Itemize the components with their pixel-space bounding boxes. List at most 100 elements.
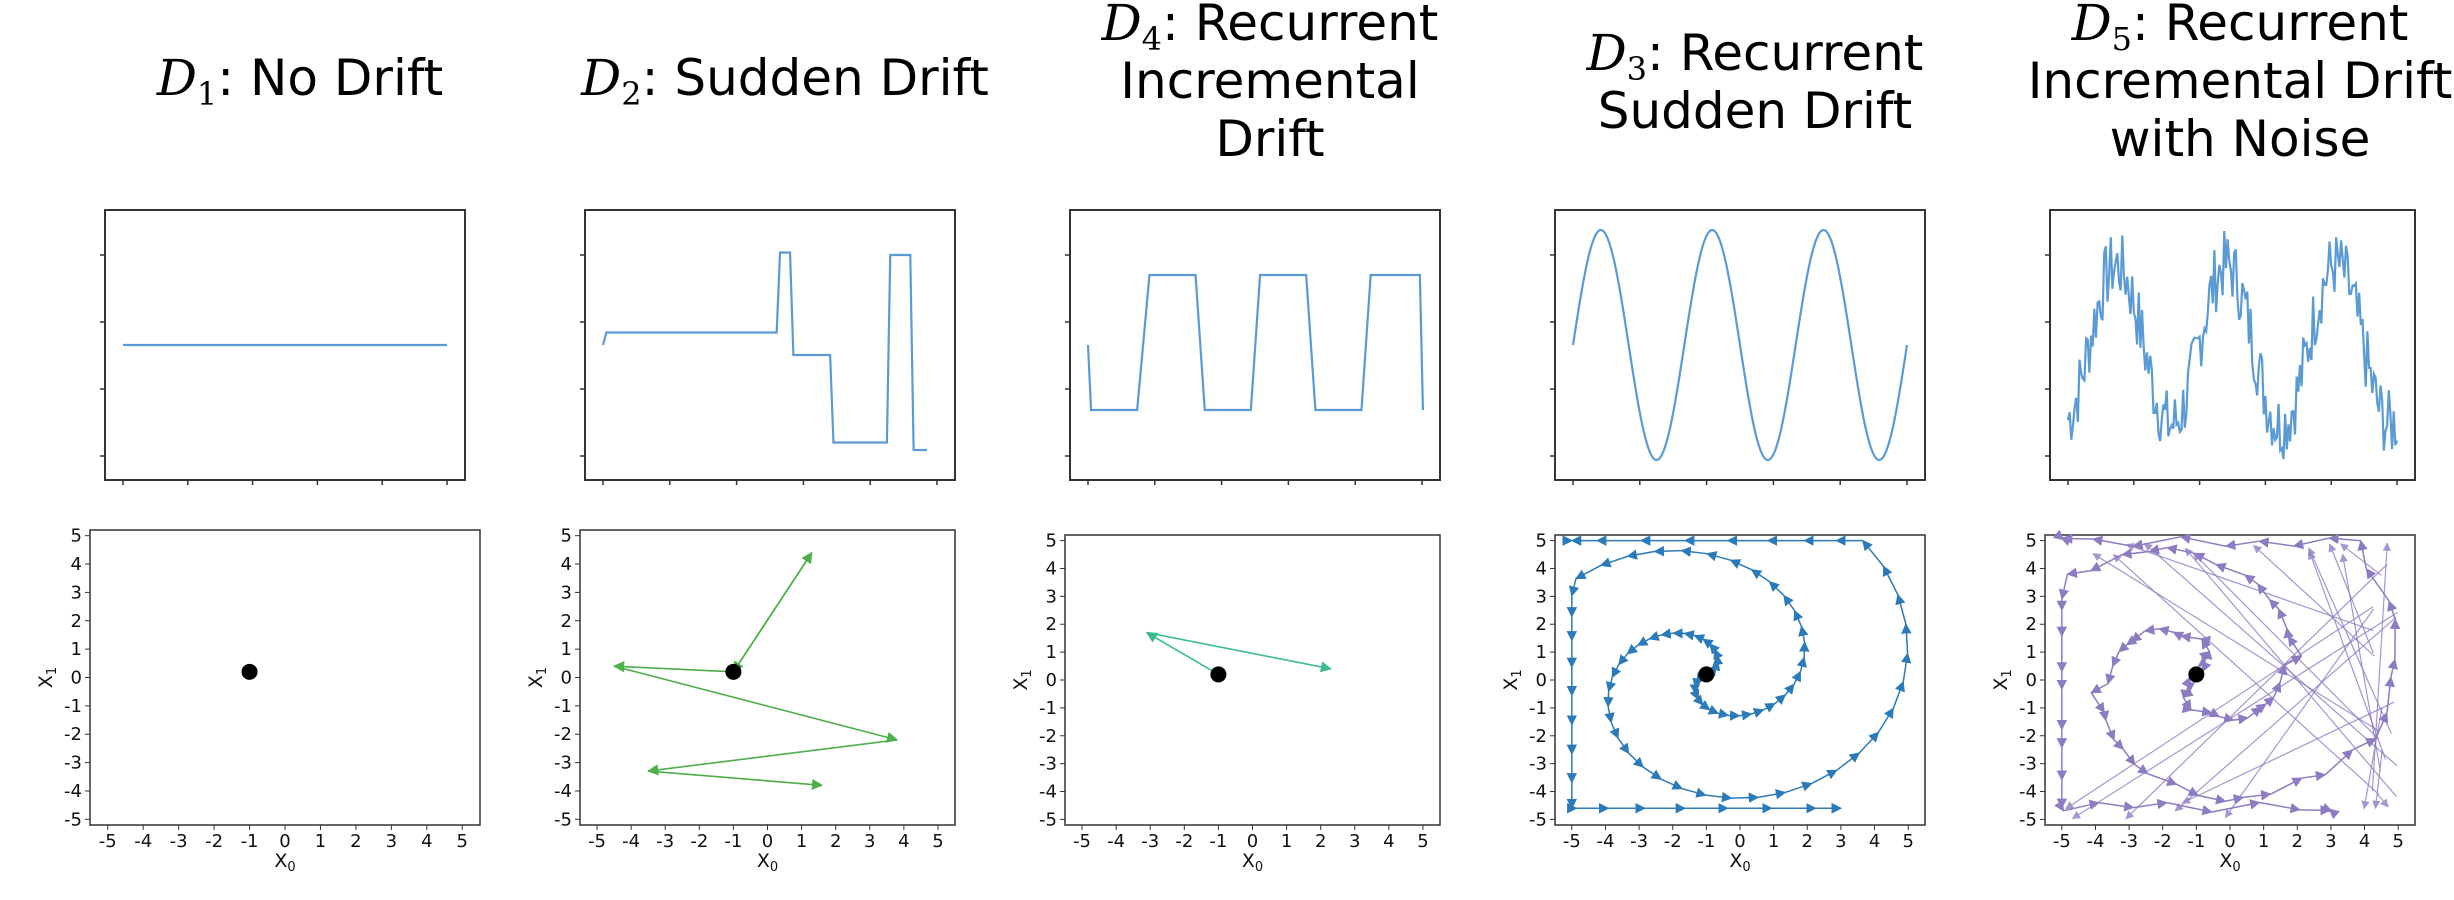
trajectory-arrow <box>2268 598 2280 610</box>
x-tick-label: -4 <box>134 831 152 852</box>
trajectory-arrow <box>2180 632 2201 643</box>
x-tick-label: 0 <box>279 831 290 852</box>
trajectory-arrow <box>1796 656 1807 672</box>
trajectory-arrow <box>1145 631 1219 676</box>
trajectory-arrow <box>1729 559 1752 571</box>
trajectory-arrow <box>1611 664 1622 679</box>
y-tick-label: -3 <box>1039 754 1057 775</box>
trajectory-arrow <box>2105 720 2116 741</box>
trajectory-arrow <box>1895 593 1907 625</box>
x-tick-label: 0 <box>762 831 773 852</box>
trajectory-arrow <box>1692 694 1704 706</box>
trajectory-arrow <box>2270 777 2303 795</box>
y-tick-label: 1 <box>71 639 82 660</box>
x-tick-label: 2 <box>830 831 841 852</box>
x-tick-label: -2 <box>1175 831 1193 852</box>
y-tick-label: 3 <box>561 582 572 603</box>
x-tick-label: -4 <box>1596 831 1614 852</box>
trajectory-arrow <box>2111 651 2122 668</box>
trajectory-arrow <box>2365 568 2390 602</box>
y-tick-label: -1 <box>64 696 82 717</box>
y-tick-label: 1 <box>561 639 572 660</box>
trajectory-arrow <box>1653 545 1682 557</box>
trajectory-arrow <box>1791 670 1802 685</box>
x-tick-label: 0 <box>1247 831 1258 852</box>
trajectory-arrow <box>2112 553 2380 795</box>
x-tick-label: -1 <box>241 831 259 852</box>
trajectory-arrow <box>2283 627 2294 639</box>
trajectory-arrow <box>1783 594 1796 612</box>
x-tick-label: 5 <box>2392 831 2403 852</box>
trajectory-arrow <box>2058 573 2070 600</box>
trajectory-arrow <box>2172 631 2185 642</box>
x-tick-label: 1 <box>315 831 326 852</box>
trajectory-arrow <box>1705 551 1731 562</box>
trajectory-arrow <box>2132 536 2182 550</box>
top-plot-frame <box>104 209 466 481</box>
x-tick-label: 1 <box>796 831 807 852</box>
x-tick-label: -1 <box>1209 831 1227 852</box>
trajectory-arrow <box>1709 643 1720 655</box>
trajectory-arrow <box>648 770 824 791</box>
trajectory-arrow <box>1774 694 1787 705</box>
trajectory-arrow <box>732 552 813 673</box>
trajectory-arrow <box>1901 623 1912 654</box>
trajectory-arrow <box>2181 696 2192 711</box>
start-point <box>725 663 742 680</box>
trajectory-arrow <box>1836 752 1861 771</box>
trajectory-arrow <box>1604 706 1615 724</box>
y-tick-label: -5 <box>1529 809 1547 830</box>
y-tick-label: 0 <box>1046 670 1057 691</box>
y-tick-label: 5 <box>71 526 82 547</box>
trajectory-arrow <box>613 665 899 743</box>
y-tick-label: 1 <box>1046 642 1057 663</box>
trajectory-arrow <box>1599 555 1628 568</box>
panel-title-line: Incremental <box>1120 52 1419 110</box>
trajectory-arrow <box>2054 800 2065 812</box>
x-tick-label: 5 <box>1417 831 1428 852</box>
trajectory-arrow <box>1660 778 1684 790</box>
y-tick-label: 3 <box>1046 586 1057 607</box>
x-tick-label: -5 <box>1073 831 1091 852</box>
y-axis-label: X1 <box>1990 669 2015 690</box>
y-axis-label: X1 <box>525 667 550 688</box>
trajectory-arrow <box>2063 799 2100 812</box>
trajectory-arrow <box>2182 687 2194 698</box>
trajectory-arrow <box>1680 546 1708 557</box>
trajectory-arrow <box>2166 801 2213 816</box>
panel-title: D1: No Drift <box>156 49 443 113</box>
trajectory-arrow <box>2277 607 2288 629</box>
trajectory-arrow <box>2066 567 2091 579</box>
top-series-line <box>2066 231 2399 460</box>
y-tick-label: -5 <box>64 809 82 830</box>
trajectory-arrow <box>1739 710 1753 721</box>
trajectory-arrow <box>2301 770 2327 782</box>
start-point <box>241 663 258 680</box>
trajectory-arrow <box>1681 787 1707 798</box>
panel-title: D2: Sudden Drift <box>580 49 989 113</box>
y-tick-label: 4 <box>2026 558 2037 579</box>
y-tick-label: 5 <box>561 526 572 547</box>
trajectory-arrow <box>2191 706 2213 717</box>
trajectory-arrow <box>1707 704 1720 715</box>
trajectory-arrow <box>2253 544 2375 657</box>
trajectory-arrow <box>2143 542 2398 767</box>
trajectory-arrow <box>1811 769 1838 785</box>
trajectory-arrow <box>1605 677 1617 693</box>
panel-d1: D1: No Drift -5 -5 -4 -4 -3 -3 -2 -2 -1 -1 0 0 1 1 2 2 3 3… <box>35 49 481 875</box>
trajectory-arrow <box>2090 683 2109 694</box>
trajectory-arrow <box>2121 548 2150 559</box>
x-tick-label: 2 <box>1315 831 1326 852</box>
trajectory-arrow <box>2339 543 2382 576</box>
trajectory-arrow <box>2258 537 2294 548</box>
bottom-plot-frame <box>1554 534 1926 826</box>
trajectory-arrow <box>1763 702 1776 713</box>
trajectory-arrow <box>1695 672 1707 684</box>
trajectory-arrow <box>1617 737 1630 755</box>
trajectory-arrow <box>2098 710 2110 722</box>
trajectory-arrow <box>2198 650 2211 662</box>
x-tick-label: 1 <box>1768 831 1779 852</box>
x-tick-label: -5 <box>2053 831 2071 852</box>
y-tick-label: 5 <box>2026 531 2037 552</box>
